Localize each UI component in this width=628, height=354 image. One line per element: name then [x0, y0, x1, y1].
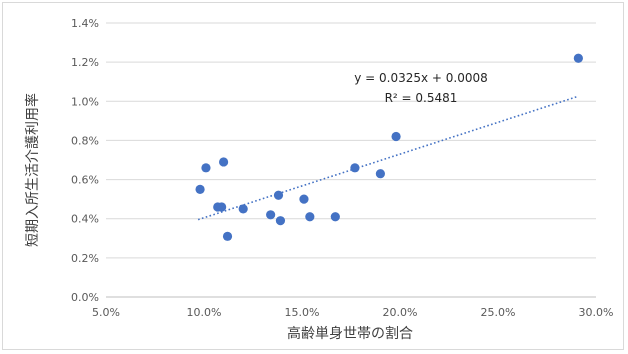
data-point	[266, 210, 276, 220]
x-tick-label: 30.0%	[579, 306, 614, 319]
y-axis-title: 短期入所生活介護利用率	[24, 93, 41, 247]
x-tick-label: 25.0%	[481, 306, 516, 319]
data-point	[273, 190, 284, 200]
data-point	[201, 163, 211, 173]
x-tick-label: 10.0%	[187, 306, 222, 319]
data-point	[350, 163, 360, 173]
chart-frame: 0.0% 0.2% 0.4% 0.6% 0.8% 1.0% 1.2% 1.4% 5.0% 10.…	[2, 2, 624, 350]
x-tick-label: 15.0%	[285, 306, 320, 319]
data-point	[573, 53, 583, 63]
gridlines	[106, 22, 596, 259]
data-point	[275, 216, 286, 226]
y-tick-label: 0.2%	[71, 252, 99, 265]
data-point	[222, 231, 233, 241]
trendline-equation: y = 0.0325x + 0.0008	[354, 71, 488, 85]
x-axis-title: 高齢単身世帯の割合	[287, 325, 413, 342]
x-tick-labels: 5.0% 10.0% 15.0% 20.0% 25.0% 30.0%	[92, 306, 613, 319]
trendline-layer	[197, 95, 579, 221]
y-tick-label: 0.8%	[71, 134, 99, 147]
y-tick-label: 0.6%	[71, 174, 99, 187]
data-point	[217, 202, 227, 212]
data-point	[330, 212, 340, 222]
y-tick-label: 0.0%	[71, 291, 99, 304]
data-point	[219, 157, 229, 167]
x-tick-label: 5.0%	[92, 306, 120, 319]
trendline	[197, 95, 579, 221]
data-point	[238, 204, 248, 214]
y-tick-label: 1.0%	[71, 95, 99, 108]
data-point	[299, 194, 309, 204]
x-tick-label: 20.0%	[383, 306, 418, 319]
y-tick-label: 1.4%	[71, 17, 99, 30]
trendline-r-squared: R² = 0.5481	[385, 91, 458, 105]
y-tick-labels: 0.0% 0.2% 0.4% 0.6% 0.8% 1.0% 1.2% 1.4%	[71, 17, 99, 304]
y-tick-label: 1.2%	[71, 56, 99, 69]
data-point	[305, 212, 315, 222]
data-point	[391, 131, 401, 142]
data-points	[195, 53, 583, 241]
data-point	[195, 184, 205, 194]
scatter-chart: 0.0% 0.2% 0.4% 0.6% 0.8% 1.0% 1.2% 1.4% 5.0% 10.…	[24, 17, 613, 342]
y-tick-label: 0.4%	[71, 213, 99, 226]
data-point	[375, 169, 385, 179]
